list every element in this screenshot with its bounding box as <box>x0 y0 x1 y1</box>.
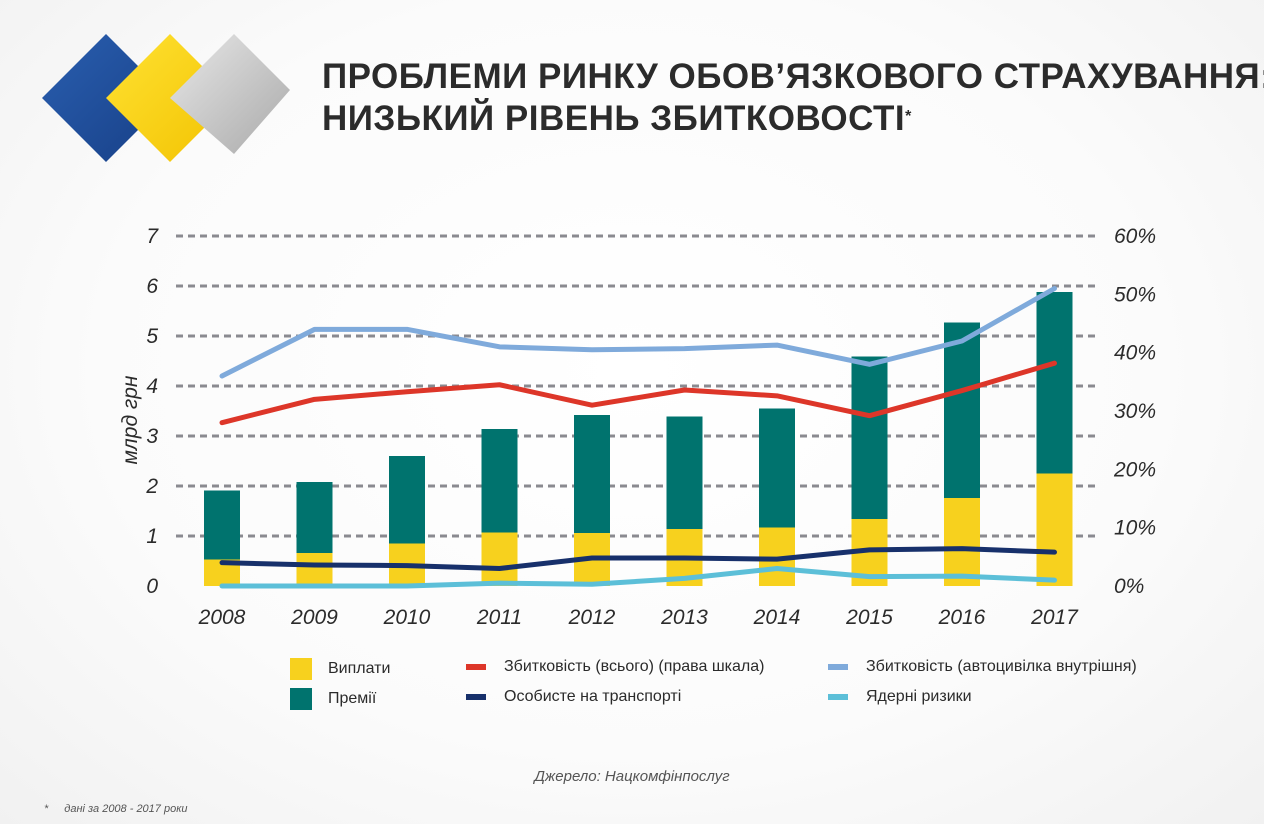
bar-payouts-2011 <box>481 532 518 586</box>
left-tick-label: 7 <box>146 225 159 248</box>
line-loss-ratio-total <box>219 360 1057 426</box>
x-tick-label-2009: 2009 <box>290 606 338 629</box>
bar-payouts-2016 <box>944 498 980 586</box>
footnote-text: дані за 2008 - 2017 роки <box>64 803 188 815</box>
line-personal-transport <box>219 546 1057 571</box>
right-tick-label: 40% <box>1114 342 1156 365</box>
right-tick-label: 0% <box>1114 575 1144 598</box>
legend-swatch <box>466 664 486 670</box>
bar-premiums-2017 <box>1036 292 1073 474</box>
right-tick-label: 20% <box>1113 458 1156 481</box>
left-axis-ticks: 0 1 2 3 4 5 6 7 <box>145 225 159 598</box>
bar-premiums-2010 <box>389 456 425 544</box>
right-axis-ticks: 0% 10% 20% 30% 40% 50% 60% <box>1113 225 1156 598</box>
legend-item: Премії <box>290 688 376 710</box>
left-tick-label: 6 <box>146 275 158 298</box>
x-tick-label-2015: 2015 <box>845 606 893 629</box>
x-tick-label-2017: 2017 <box>1030 606 1079 629</box>
legend-item: Збитковість (автоцивілка внутрішня) <box>828 658 1137 676</box>
legend-swatch <box>828 694 848 700</box>
right-tick-label: 30% <box>1114 400 1156 423</box>
bar-premiums-2013 <box>666 416 703 529</box>
legend-label: Ядерні ризики <box>866 688 972 705</box>
x-axis-ticks: 2008 2009 2010 2011 2012 2013 2014 2015 2016 2017 <box>198 606 1080 629</box>
legend-label: Особисте на транспорті <box>504 688 682 705</box>
legend-label: Премії <box>328 690 377 707</box>
legend-label: Збитковість (автоцивілка внутрішня) <box>866 658 1137 675</box>
left-tick-label: 3 <box>146 425 158 448</box>
legend: Виплати Премії Збитковість (всього) (права… <box>290 656 1190 716</box>
left-tick-label: 2 <box>145 475 158 498</box>
bar-premiums-2014 <box>759 408 795 528</box>
page-title-line-2-text: НИЗЬКИЙ РІВЕНЬ ЗБИТКОВОСТІ <box>322 99 906 138</box>
legend-item: Особисте на транспорті <box>466 688 681 706</box>
line-nuclear-risks <box>219 566 1057 589</box>
x-tick-label-2011: 2011 <box>476 606 522 629</box>
legend-label: Збитковість (всього) (права шкала) <box>504 658 765 675</box>
right-tick-label: 10% <box>1114 517 1156 540</box>
legend-item: Збитковість (всього) (права шкала) <box>466 658 764 676</box>
bar-premiums-2012 <box>574 415 610 533</box>
bar-premiums-2016 <box>944 322 980 498</box>
title-footnote-marker: * <box>905 108 912 125</box>
legend-item: Виплати <box>290 658 390 680</box>
bar-payouts-2017 <box>1036 473 1073 586</box>
legend-label: Виплати <box>328 660 391 677</box>
x-tick-label-2010: 2010 <box>383 606 431 629</box>
legend-swatch <box>290 658 312 680</box>
y-axis-label: млрд грн <box>119 375 142 464</box>
left-tick-label: 0 <box>146 575 158 598</box>
page-title-line-1: ПРОБЛЕМИ РИНКУ ОБОВ’ЯЗКОВОГО СТРАХУВАННЯ… <box>322 57 1264 96</box>
footnote-marker: * <box>44 803 49 815</box>
bar-payouts-2009 <box>296 553 333 586</box>
x-tick-label-2012: 2012 <box>568 606 616 629</box>
title-block: ПРОБЛЕМИ РИНКУ ОБОВ’ЯЗКОВОГО СТРАХУВАННЯ… <box>322 56 1264 140</box>
legend-swatch <box>466 694 486 700</box>
source-note: Джерело: Нацкомфінпослуг <box>534 768 730 785</box>
left-tick-label: 4 <box>146 375 158 398</box>
bar-premiums-2008 <box>204 490 240 560</box>
legend-swatch <box>828 664 848 670</box>
x-tick-label-2014: 2014 <box>753 606 801 629</box>
left-tick-label: 1 <box>146 525 158 548</box>
right-tick-label: 60% <box>1114 225 1156 248</box>
bar-premiums-2011 <box>481 429 518 533</box>
logo <box>42 34 290 162</box>
series-lines <box>219 286 1057 589</box>
bar-premiums-2015 <box>851 356 888 519</box>
logo-diamond-grey <box>170 34 290 154</box>
bars <box>204 292 1073 586</box>
left-tick-label: 5 <box>146 325 158 348</box>
bar-premiums-2009 <box>296 482 333 553</box>
legend-swatch <box>290 688 312 710</box>
legend-item: Ядерні ризики <box>828 688 972 706</box>
line-loss-ratio-motor <box>219 286 1057 379</box>
x-tick-label-2013: 2013 <box>660 606 708 629</box>
footnote: * дані за 2008 - 2017 роки <box>44 803 188 815</box>
page-title-line-2: НИЗЬКИЙ РІВЕНЬ ЗБИТКОВОСТІ* <box>322 98 1264 140</box>
x-tick-label-2008: 2008 <box>198 606 246 629</box>
x-tick-label-2016: 2016 <box>938 606 986 629</box>
right-tick-label: 50% <box>1114 283 1156 306</box>
